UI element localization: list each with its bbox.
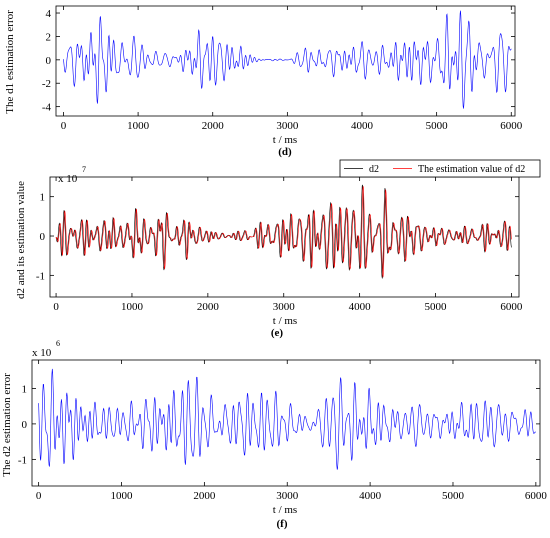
plot-area-f xyxy=(31,359,541,487)
chart-e: 0 1000 2000 3000 4000 5000 6000 -1 0 1 x 10 7 t … xyxy=(15,159,541,339)
x-tick-label: 6000 xyxy=(500,301,523,313)
series-line-error xyxy=(63,10,512,109)
plot-area-e xyxy=(49,176,520,298)
y-tick-label: 0 xyxy=(46,55,52,67)
x-tick-label: 5000 xyxy=(425,301,448,313)
x-tick-label: 5000 xyxy=(442,490,465,502)
x-tick-label: 1000 xyxy=(111,490,134,502)
y-axis-label-e: d2 and its estimation value xyxy=(15,181,27,299)
series-layer-d xyxy=(63,10,512,109)
x-tick-label: 3000 xyxy=(273,301,296,313)
x-ticks-e: 0 1000 2000 3000 4000 5000 6000 xyxy=(53,177,523,313)
y-tick-label: 2 xyxy=(46,31,52,43)
series-layer-e xyxy=(55,184,512,279)
legend-e: d2 The estimation value of d2 xyxy=(339,159,541,178)
x-tick-label: 6000 xyxy=(525,490,548,502)
y-tick-label: -1 xyxy=(18,454,27,466)
y-tick-label: 0 xyxy=(40,231,46,243)
caption-d: (d) xyxy=(278,146,292,158)
legend-label-d2: d2 xyxy=(369,164,379,175)
legend-box-e xyxy=(339,159,541,178)
x-axis-label-e: t / ms xyxy=(273,315,297,327)
x-axis-label-f: t / ms xyxy=(273,504,297,516)
x-tick-label: 0 xyxy=(61,120,67,132)
y-tick-label: -1 xyxy=(36,270,45,282)
y-tick-label: 0 xyxy=(22,419,28,431)
chart-d: 0 1000 2000 3000 4000 5000 6000 -4 -2 0 2 4 t / ms… xyxy=(4,5,523,158)
legend-label-estimate: The estimation value of d2 xyxy=(418,164,525,175)
x-ticks-d: 0 1000 2000 3000 4000 5000 6000 xyxy=(61,6,523,132)
x-ticks-f: 0 1000 2000 3000 4000 5000 6000 xyxy=(36,360,547,502)
x-tick-label: 1000 xyxy=(127,120,150,132)
exponent-f: 6 xyxy=(56,339,60,348)
x-tick-label: 4000 xyxy=(349,301,372,313)
chart-f: 0 1000 2000 3000 4000 5000 6000 -1 0 1 x 10 6 t … xyxy=(1,339,547,530)
x-tick-label: 2000 xyxy=(193,490,216,502)
plot-area-d xyxy=(55,5,516,117)
y-ticks-d: -4 -2 0 2 4 xyxy=(42,8,515,114)
exponent-label-f: x 10 xyxy=(32,347,52,359)
x-tick-label: 0 xyxy=(36,490,42,502)
x-tick-label: 4000 xyxy=(359,490,382,502)
caption-e: (e) xyxy=(271,327,284,339)
series-line-error xyxy=(38,368,537,470)
y-axis-label-d: The d1 estimation error xyxy=(4,10,16,114)
series-layer-f xyxy=(38,368,537,470)
y-tick-label: 1 xyxy=(40,192,46,204)
caption-f: (f) xyxy=(277,518,288,530)
y-axis-label-f: The d2 estimation error xyxy=(1,373,13,477)
x-tick-label: 1000 xyxy=(121,301,144,313)
exponent-label-e: x 10 xyxy=(58,173,78,185)
x-tick-label: 2000 xyxy=(197,301,220,313)
x-tick-label: 0 xyxy=(53,301,59,313)
series-line-d2 xyxy=(55,184,512,279)
x-tick-label: 3000 xyxy=(276,120,299,132)
x-axis-label-d: t / ms xyxy=(273,134,297,146)
exponent-e: 7 xyxy=(82,165,86,174)
y-ticks-f: -1 0 1 xyxy=(18,383,540,466)
y-tick-label: 1 xyxy=(22,383,28,395)
x-tick-label: 4000 xyxy=(351,120,374,132)
y-tick-label: -4 xyxy=(42,102,52,114)
x-tick-label: 2000 xyxy=(202,120,225,132)
y-tick-label: 4 xyxy=(46,8,52,20)
x-tick-label: 6000 xyxy=(500,120,523,132)
series-line-the-estimation-value-of-d2 xyxy=(55,186,512,278)
y-ticks-e: -1 0 1 xyxy=(36,192,519,282)
y-tick-label: -2 xyxy=(42,78,51,90)
x-tick-label: 5000 xyxy=(426,120,449,132)
x-tick-label: 3000 xyxy=(276,490,299,502)
